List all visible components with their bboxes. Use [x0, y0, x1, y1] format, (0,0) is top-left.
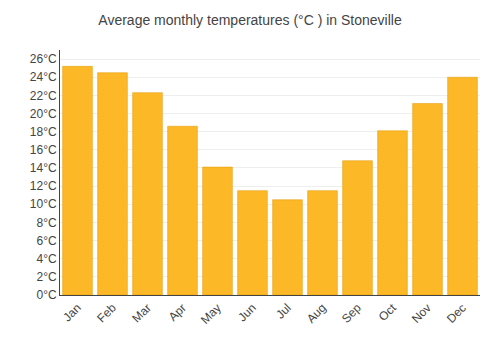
svg-text:18°C: 18°C: [30, 125, 57, 139]
svg-text:22°C: 22°C: [30, 89, 57, 103]
svg-text:2°C: 2°C: [36, 270, 56, 284]
svg-text:Aug: Aug: [304, 301, 329, 326]
svg-text:6°C: 6°C: [36, 234, 56, 248]
svg-text:20°C: 20°C: [30, 107, 57, 121]
svg-text:10°C: 10°C: [30, 197, 57, 211]
svg-text:0°C: 0°C: [36, 288, 56, 302]
svg-text:Nov: Nov: [409, 301, 434, 326]
svg-text:May: May: [198, 301, 224, 327]
svg-text:Feb: Feb: [94, 301, 119, 326]
svg-text:Dec: Dec: [444, 301, 469, 326]
svg-text:Jun: Jun: [235, 301, 259, 325]
svg-text:8°C: 8°C: [36, 216, 56, 230]
svg-text:Apr: Apr: [166, 301, 189, 324]
svg-text:Jan: Jan: [60, 301, 84, 325]
svg-text:26°C: 26°C: [30, 52, 57, 66]
svg-text:4°C: 4°C: [36, 252, 56, 266]
svg-text:16°C: 16°C: [30, 143, 57, 157]
svg-text:Mar: Mar: [129, 301, 154, 326]
svg-text:Average monthly temperatures (: Average monthly temperatures (°C ) in St…: [98, 12, 402, 28]
svg-text:Sep: Sep: [339, 301, 364, 326]
svg-text:Jul: Jul: [273, 301, 294, 322]
svg-text:14°C: 14°C: [30, 161, 57, 175]
svg-text:Oct: Oct: [376, 300, 400, 324]
svg-text:12°C: 12°C: [30, 179, 57, 193]
svg-text:24°C: 24°C: [30, 70, 57, 84]
